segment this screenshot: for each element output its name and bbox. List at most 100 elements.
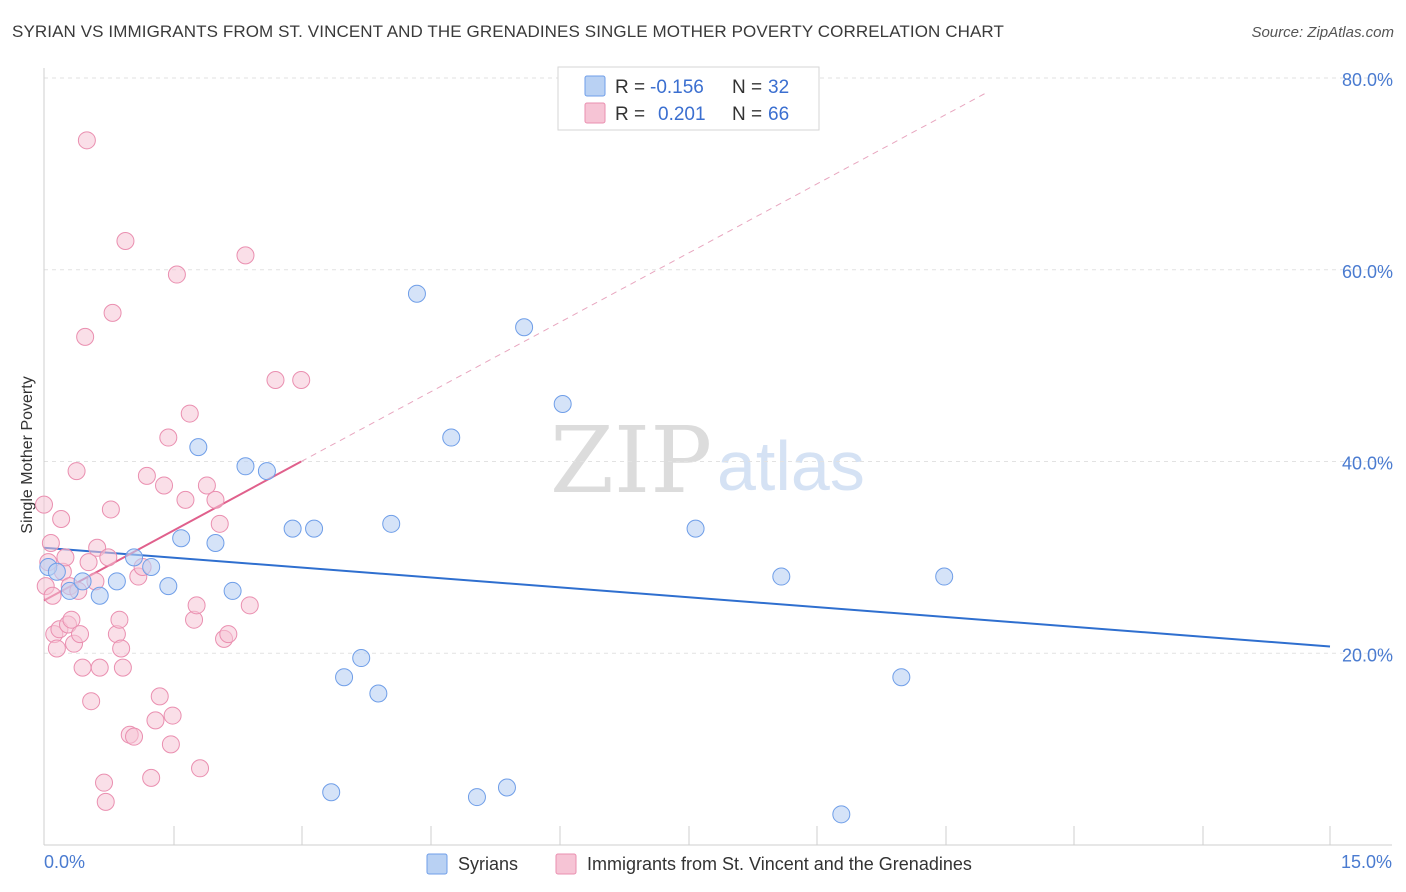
- legend-n-label-1: N =: [732, 77, 762, 98]
- point-svg-35: [116, 231, 135, 250]
- point-svg-47: [163, 706, 182, 725]
- point-syrians-5: [107, 572, 126, 591]
- point-syrians-14: [257, 462, 276, 481]
- point-svg-4: [43, 586, 62, 605]
- point-syrians-30: [832, 805, 851, 824]
- point-svg-33: [112, 639, 131, 658]
- point-svg-17: [71, 625, 90, 644]
- point-svg-8: [52, 510, 71, 529]
- legend-n-value-2: 66: [768, 104, 789, 125]
- point-syrians-2: [60, 581, 79, 600]
- x-tick-label-max: 15.0%: [1341, 852, 1392, 872]
- watermark-zip: ZIP: [550, 407, 712, 514]
- point-syrians-7: [142, 557, 161, 576]
- point-syrians-9: [172, 529, 191, 548]
- point-svg-25: [90, 658, 109, 677]
- correlation-legend: R = -0.156 N = 32 R = 0.201 N = 66: [557, 66, 820, 131]
- point-syrians-16: [305, 519, 324, 538]
- point-syrians-17: [322, 783, 341, 802]
- point-svg-20: [77, 131, 96, 150]
- legend-swatch-syrians: [584, 75, 606, 97]
- point-svg-55: [206, 490, 225, 509]
- point-syrians-27: [553, 394, 572, 413]
- point-syrians-10: [189, 438, 208, 457]
- point-svg-52: [187, 596, 206, 615]
- x-tick-label-min: 0.0%: [44, 852, 85, 872]
- point-svg-61: [266, 371, 285, 390]
- series-legend-swatch-syrians: [426, 853, 448, 875]
- legend-n-label-2: N =: [732, 104, 762, 125]
- point-syrians-28: [686, 519, 705, 538]
- point-svg-43: [150, 687, 169, 706]
- point-syrians-25: [497, 778, 516, 797]
- point-svg-50: [180, 404, 199, 423]
- point-syrians-8: [159, 577, 178, 596]
- point-syrians-3: [73, 572, 92, 591]
- point-svg-56: [210, 514, 229, 533]
- series-legend: Syrians Immigrants from St. Vincent and …: [426, 853, 972, 875]
- legend-r-value-1: -0.156: [650, 77, 704, 98]
- y-tick-labels: 20.0% 40.0% 60.0% 80.0%: [1342, 70, 1393, 665]
- point-syrians-12: [223, 581, 242, 600]
- point-syrians-29: [772, 567, 791, 586]
- point-svg-34: [113, 658, 132, 677]
- point-svg-0: [35, 495, 53, 514]
- point-syrians-20: [369, 684, 388, 703]
- point-svg-45: [159, 428, 178, 447]
- y-tick-label-80: 80.0%: [1342, 70, 1393, 90]
- point-svg-48: [167, 265, 186, 284]
- point-svg-27: [96, 792, 115, 811]
- point-svg-22: [82, 692, 101, 711]
- point-svg-32: [110, 610, 129, 629]
- point-syrians-13: [236, 457, 255, 476]
- point-svg-42: [146, 711, 165, 730]
- point-svg-53: [191, 759, 210, 778]
- point-syrians-21: [382, 514, 401, 533]
- point-svg-10: [56, 548, 75, 567]
- y-tick-label-60: 60.0%: [1342, 262, 1393, 282]
- point-svg-37: [125, 727, 144, 746]
- point-svg-58: [219, 625, 238, 644]
- point-svg-3: [41, 533, 60, 552]
- point-svg-15: [67, 462, 86, 481]
- legend-r-label-1: R =: [615, 77, 645, 98]
- series-legend-swatch-svg: [555, 853, 577, 875]
- series-legend-label-syrians: Syrians: [458, 854, 518, 874]
- point-svg-21: [79, 553, 98, 572]
- trend-lines: [43, 91, 1331, 648]
- point-svg-40: [137, 466, 156, 485]
- legend-r-value-2: 0.201: [658, 104, 706, 125]
- point-syrians-6: [125, 548, 144, 567]
- legend-r-label-2: R =: [615, 104, 645, 125]
- point-syrians-26: [515, 318, 534, 337]
- point-svg-46: [161, 735, 180, 754]
- trend-line-syrians: [43, 546, 1331, 648]
- data-points: [35, 131, 954, 824]
- source-credit: Source: ZipAtlas.com: [1251, 24, 1394, 41]
- point-syrians-4: [90, 586, 109, 605]
- series-legend-label-svg: Immigrants from St. Vincent and the Gren…: [587, 854, 972, 874]
- point-svg-62: [292, 371, 311, 390]
- trend-line-svg-extended: [300, 91, 988, 462]
- point-svg-60: [240, 596, 259, 615]
- point-svg-6: [47, 639, 66, 658]
- point-syrians-22: [407, 284, 426, 303]
- point-syrians-23: [442, 428, 461, 447]
- point-syrians-32: [935, 567, 954, 586]
- point-syrians-24: [467, 788, 486, 807]
- point-syrians-18: [335, 668, 354, 687]
- point-syrians-19: [352, 649, 371, 668]
- point-svg-28: [99, 548, 118, 567]
- axes: [43, 68, 1392, 846]
- point-svg-26: [95, 773, 114, 792]
- point-svg-30: [103, 303, 122, 322]
- point-svg-13: [62, 610, 81, 629]
- y-tick-label-40: 40.0%: [1342, 454, 1393, 474]
- point-svg-44: [155, 476, 174, 495]
- point-svg-18: [73, 658, 92, 677]
- point-svg-54: [197, 476, 216, 495]
- point-svg-29: [101, 500, 120, 519]
- point-syrians-31: [892, 668, 911, 687]
- legend-n-value-1: 32: [768, 77, 789, 98]
